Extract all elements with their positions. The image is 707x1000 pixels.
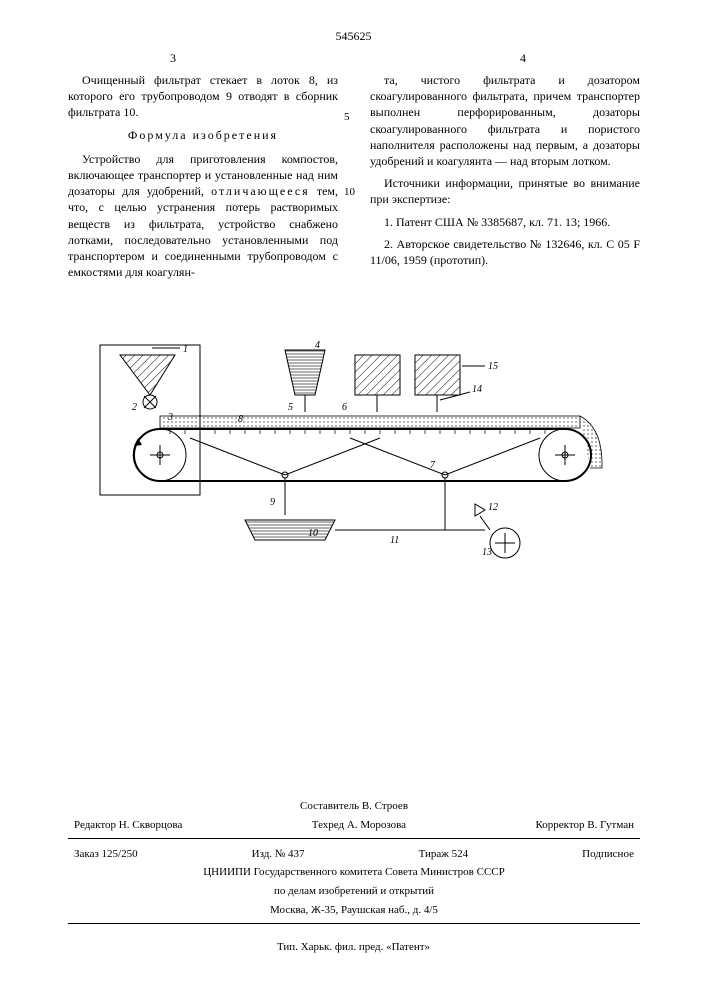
col-num-left: 3 <box>170 50 176 66</box>
editor: Редактор Н. Скворцова <box>74 818 182 833</box>
svg-text:15: 15 <box>488 361 498 372</box>
patent-diagram: 1 2 3 4 5 6 15 14 8 7 9 1 <box>90 340 615 600</box>
left-column: Очищенный фильтрат стекает в лоток 8, из… <box>68 72 338 286</box>
org1: ЦНИИПИ Государственного комитета Совета … <box>68 863 640 882</box>
para-right-sources: Источники информации, принятые во вниман… <box>370 175 640 207</box>
svg-text:11: 11 <box>390 535 399 546</box>
svg-text:10: 10 <box>308 528 318 539</box>
formula-heading: Формула изобретения <box>68 127 338 143</box>
sign: Подписное <box>582 847 634 862</box>
patent-number: 545625 <box>0 28 707 44</box>
line-number-10: 10 <box>344 185 355 200</box>
col-num-right: 4 <box>520 50 526 66</box>
order: Заказ 125/250 <box>74 847 138 862</box>
svg-text:9: 9 <box>270 497 275 508</box>
svg-text:12: 12 <box>488 502 498 513</box>
para-right-1: та, чистого фильтрата и дозатором скоагу… <box>370 72 640 169</box>
ref-2: 2. Авторское свидетельство № 132646, кл.… <box>370 236 640 268</box>
svg-text:14: 14 <box>472 384 482 395</box>
svg-text:5: 5 <box>288 402 293 413</box>
printer: Тип. Харьк. фил. пред. «Патент» <box>0 940 707 955</box>
svg-text:6: 6 <box>342 402 347 413</box>
compiler: Составитель В. Строев <box>68 797 640 816</box>
svg-text:2: 2 <box>132 402 137 413</box>
para-left-1: Очищенный фильтрат стекает в лоток 8, из… <box>68 72 338 121</box>
corrector: Корректор В. Гутман <box>535 818 634 833</box>
svg-text:1: 1 <box>183 344 188 355</box>
ref-1: 1. Патент США № 3385687, кл. 71. 13; 196… <box>370 214 640 230</box>
org2: по делам изобретений и открытий <box>68 882 640 901</box>
right-column: та, чистого фильтрата и дозатором скоагу… <box>370 72 640 274</box>
tirazh: Тираж 524 <box>419 847 469 862</box>
svg-text:13: 13 <box>482 547 492 558</box>
addr: Москва, Ж-35, Раушская наб., д. 4/5 <box>68 901 640 920</box>
para-left-2: Устройство для приготовления компостов, … <box>68 151 338 281</box>
footer-block: Составитель В. Строев Редактор Н. Скворц… <box>68 797 640 930</box>
line-number-5: 5 <box>344 110 350 125</box>
svg-text:8: 8 <box>238 414 243 425</box>
techred: Техред А. Морозова <box>312 818 406 833</box>
svg-text:7: 7 <box>430 460 436 471</box>
svg-text:4: 4 <box>315 340 320 351</box>
izd: Изд. № 437 <box>252 847 305 862</box>
